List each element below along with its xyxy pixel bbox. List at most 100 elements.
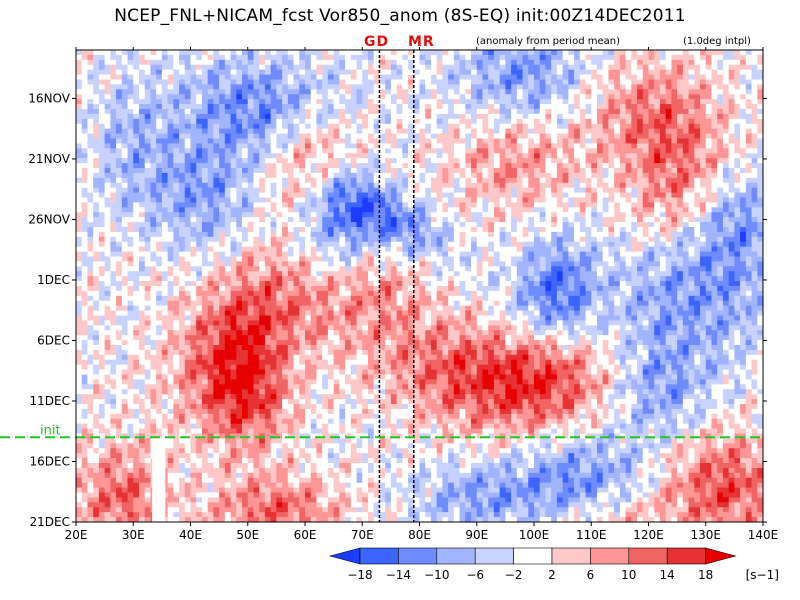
field-cell — [448, 172, 455, 179]
field-cell — [247, 69, 254, 75]
field-cell — [740, 133, 747, 139]
field-cell — [190, 241, 197, 248]
field-cell — [722, 84, 730, 90]
field-cell — [242, 222, 249, 228]
field-cell — [127, 241, 134, 248]
field-cell — [665, 168, 672, 174]
field-cell — [568, 84, 575, 90]
field-cell — [476, 128, 483, 134]
field-cell — [230, 202, 237, 208]
field-cell — [87, 74, 94, 80]
field-cell — [373, 158, 380, 164]
field-cell — [505, 64, 512, 71]
field-cell — [476, 192, 483, 198]
field-cell — [728, 217, 735, 223]
field-cell — [236, 94, 243, 100]
field-cell — [608, 69, 615, 75]
field-cell — [282, 104, 289, 110]
field-cell — [362, 133, 369, 139]
field-cell — [390, 207, 398, 213]
field-cell — [459, 113, 466, 120]
field-cell — [333, 177, 340, 184]
field-cell — [316, 50, 323, 56]
field-cell — [436, 227, 443, 233]
field-cell — [654, 50, 661, 56]
field-cell — [745, 69, 752, 75]
field-cell — [305, 231, 312, 238]
field-cell — [207, 50, 214, 56]
field-cell — [310, 128, 317, 134]
field-cell — [104, 118, 111, 125]
field-cell — [98, 64, 106, 71]
field-cell — [402, 133, 409, 139]
field-cell — [133, 172, 140, 179]
field-cell — [711, 217, 718, 223]
field-cell — [637, 128, 644, 134]
field-cell — [654, 227, 661, 233]
field-cell — [453, 69, 460, 75]
field-cell — [596, 118, 604, 125]
field-cell — [299, 128, 306, 134]
field-cell — [242, 187, 249, 193]
field-cell — [133, 212, 140, 218]
field-cell — [333, 222, 340, 228]
field-cell — [430, 231, 438, 238]
field-cell — [345, 168, 352, 174]
field-cell — [339, 118, 346, 125]
field-cell — [539, 89, 546, 95]
field-cell — [459, 187, 466, 193]
field-cell — [373, 231, 380, 238]
field-cell — [133, 94, 140, 100]
field-cell — [333, 69, 340, 75]
field-cell — [184, 113, 191, 120]
field-cell — [413, 118, 420, 125]
field-cell — [253, 69, 260, 75]
field-cell — [402, 231, 409, 238]
field-cell — [648, 94, 655, 100]
field-cell — [293, 138, 300, 144]
field-cell — [688, 64, 695, 71]
field-cell — [76, 128, 83, 134]
field-cell — [677, 197, 684, 203]
field-cell — [665, 54, 672, 61]
field-cell — [551, 84, 558, 90]
field-cell — [327, 74, 335, 80]
field-cell — [207, 212, 214, 218]
field-cell — [717, 212, 724, 218]
field-cell — [322, 163, 329, 169]
field-cell — [425, 158, 432, 164]
field-cell — [453, 99, 460, 105]
field-cell — [574, 94, 581, 100]
field-cell — [419, 123, 426, 130]
field-cell — [201, 69, 209, 75]
field-cell — [179, 109, 186, 115]
field-cell — [224, 187, 231, 193]
field-cell — [430, 50, 438, 56]
field-cell — [579, 104, 586, 110]
field-cell — [614, 123, 621, 130]
field-cell — [161, 148, 169, 154]
field-cell — [596, 163, 604, 169]
field-cell — [339, 123, 346, 130]
field-cell — [333, 148, 340, 154]
field-cell — [196, 69, 203, 75]
field-cell — [539, 177, 546, 184]
field-cell — [350, 182, 357, 189]
field-cell — [87, 59, 94, 66]
field-cell — [728, 64, 735, 71]
field-cell — [539, 113, 546, 120]
field-cell — [87, 177, 94, 184]
field-cell — [367, 64, 375, 71]
field-cell — [539, 182, 546, 189]
field-cell — [539, 109, 546, 115]
field-cell — [488, 84, 495, 90]
field-cell — [619, 222, 627, 228]
field-cell — [333, 202, 340, 208]
field-cell — [230, 227, 237, 233]
field-cell — [705, 123, 712, 130]
field-cell — [207, 99, 214, 105]
field-cell — [671, 192, 678, 198]
field-cell — [728, 177, 735, 184]
field-cell — [465, 158, 472, 164]
field-cell — [488, 158, 495, 164]
